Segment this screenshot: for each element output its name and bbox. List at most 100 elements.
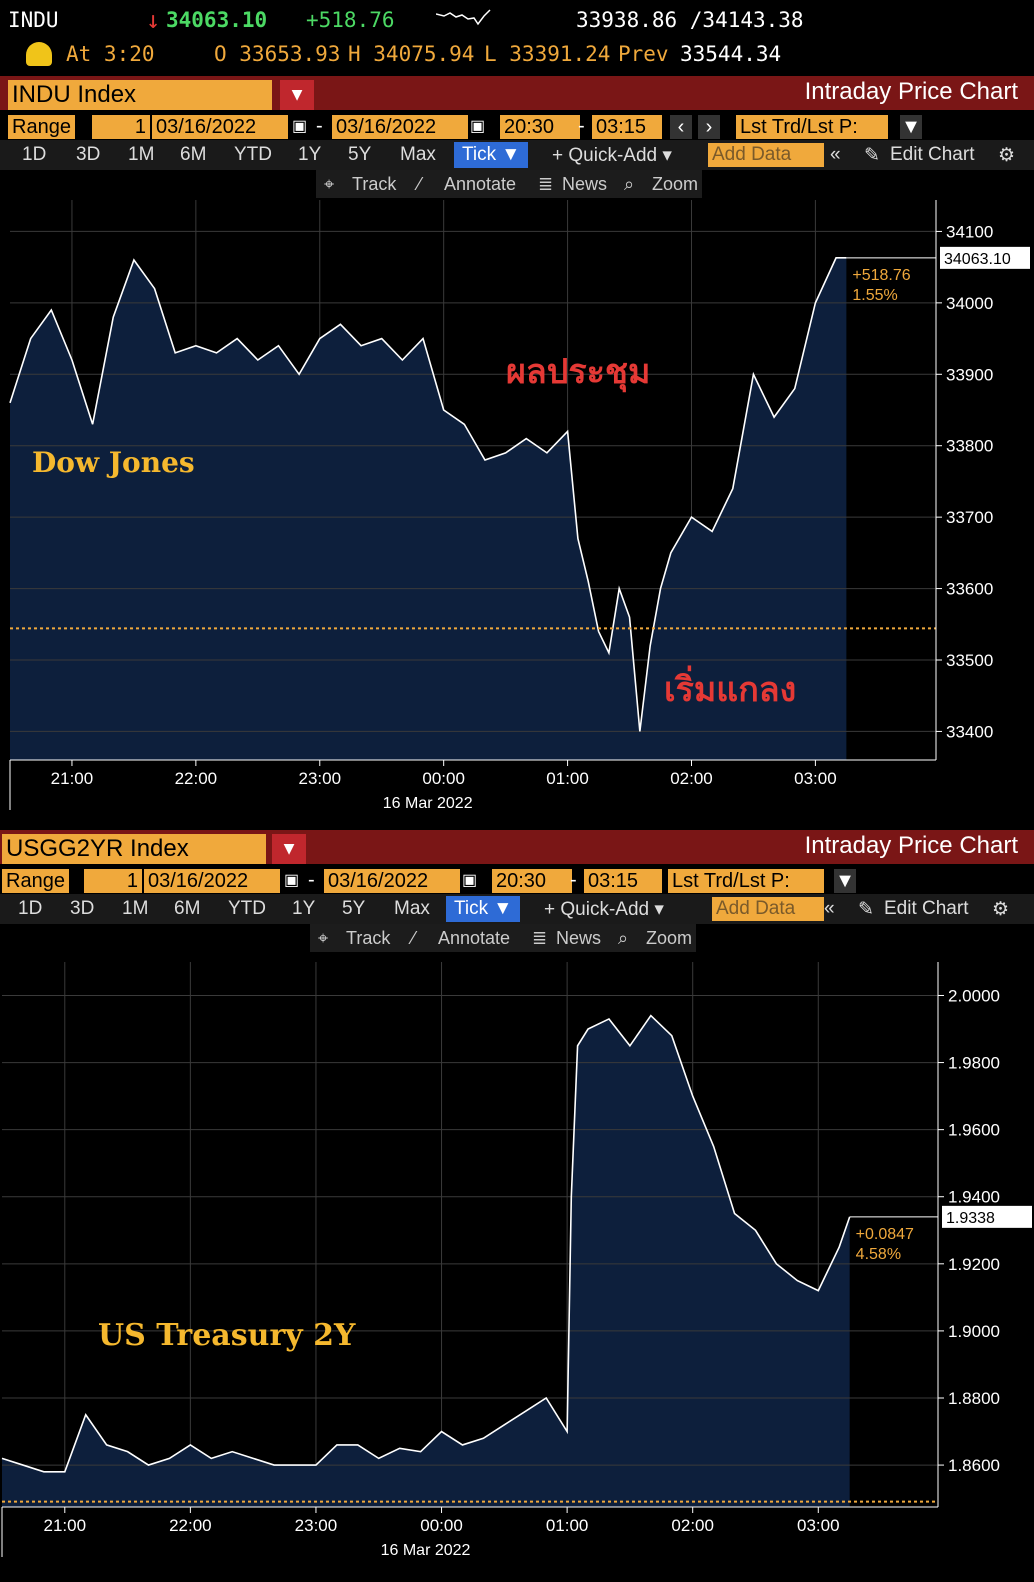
time-from-field[interactable]: 20:30 <box>492 869 572 893</box>
ticker-dropdown-icon[interactable]: ▼ <box>280 80 314 110</box>
edit-chart-button[interactable]: Edit Chart <box>884 898 969 919</box>
chart-panel-usgg2yr: USGG2YR Index ▼ Intraday Price Chart Ran… <box>0 830 1034 1582</box>
annotate-button[interactable]: Annotate <box>444 174 517 194</box>
mode-dropdown-icon[interactable]: ▼ <box>900 115 922 139</box>
tab-1y[interactable]: 1Y <box>292 898 316 919</box>
tab-1y[interactable]: 1Y <box>298 144 322 165</box>
y-tick-label: 34100 <box>946 222 993 241</box>
header-last-price: 34063.10 <box>166 8 268 32</box>
change-label: +0.0847 <box>856 1226 914 1243</box>
quick-add-button[interactable]: + Quick-Add ▾ <box>552 145 672 166</box>
news-button[interactable]: News <box>556 928 602 948</box>
next-range-button[interactable]: › <box>698 115 720 139</box>
range-num-field[interactable]: 1 <box>84 869 142 893</box>
range-separator: - <box>308 869 315 891</box>
header-open: O 33653.93 <box>214 42 341 66</box>
add-data-button[interactable]: Add Data <box>708 143 824 167</box>
x-tick-label: 22:00 <box>175 769 218 788</box>
tab-max[interactable]: Max <box>394 898 430 919</box>
tab-1m[interactable]: 1M <box>122 898 149 919</box>
tab-max[interactable]: Max <box>400 144 436 165</box>
header-prev-label: Prev <box>618 42 669 66</box>
period-toolbar: 1D 3D 1M 6M YTD 1Y 5Y Max Tick ▼ + Quick… <box>0 894 1034 924</box>
mode-select[interactable]: Lst Trd/Lst P: <box>736 115 888 139</box>
date-to-field[interactable]: 03/16/2022 <box>324 869 460 893</box>
header-time: At 3:20 <box>66 42 155 66</box>
calendar-icon[interactable]: ▣ <box>462 872 478 889</box>
ticker-box[interactable]: INDU Index <box>8 80 272 110</box>
x-date-label: 16 Mar 2022 <box>383 795 473 812</box>
calendar-icon[interactable]: ▣ <box>292 118 308 135</box>
time-to-field[interactable]: 03:15 <box>584 869 662 893</box>
gauge-icon <box>26 42 52 66</box>
header-high: H 34075.94 <box>348 42 475 66</box>
quick-add-button[interactable]: + Quick-Add ▾ <box>544 899 664 920</box>
x-tick-label: 03:00 <box>794 769 837 788</box>
range-label: Range <box>8 115 75 139</box>
range-num-field[interactable]: 1 <box>92 115 150 139</box>
y-tick-label: 1.9800 <box>948 1054 1000 1073</box>
prev-range-button[interactable]: ‹ <box>670 115 692 139</box>
tab-ytd[interactable]: YTD <box>228 898 266 919</box>
calendar-icon[interactable]: ▣ <box>284 872 300 889</box>
zoom-button[interactable]: Zoom <box>652 174 699 194</box>
news-button[interactable]: News <box>562 174 608 194</box>
date-from-field[interactable]: 03/16/2022 <box>144 869 280 893</box>
y-tick-label: 33700 <box>946 508 993 527</box>
x-date-label: 16 Mar 2022 <box>381 1542 471 1559</box>
pencil-icon: ✎ <box>864 145 880 166</box>
time-from-field[interactable]: 20:30 <box>500 115 580 139</box>
event-label: ผลประชุม <box>506 352 651 392</box>
tick-dropdown[interactable]: Tick ▼ <box>454 142 529 168</box>
collapse-icon[interactable]: « <box>824 898 835 919</box>
x-tick-label: 21:00 <box>51 769 94 788</box>
tab-1d[interactable]: 1D <box>22 144 47 165</box>
tab-3d[interactable]: 3D <box>70 898 95 919</box>
last-value-label: 1.9338 <box>946 1210 995 1227</box>
tab-5y[interactable]: 5Y <box>348 144 372 165</box>
date-to-field[interactable]: 03/16/2022 <box>332 115 468 139</box>
price-line <box>9 257 847 732</box>
tab-5y[interactable]: 5Y <box>342 898 366 919</box>
track-icon: ⌖ <box>318 928 329 948</box>
gear-icon[interactable]: ⚙ <box>992 899 1010 920</box>
x-tick-label: 21:00 <box>44 1516 87 1535</box>
calendar-icon[interactable]: ▣ <box>470 118 486 135</box>
tab-ytd[interactable]: YTD <box>234 144 272 165</box>
x-tick-label: 23:00 <box>298 769 341 788</box>
mode-select[interactable]: Lst Trd/Lst P: <box>668 869 824 893</box>
date-from-field[interactable]: 03/16/2022 <box>152 115 288 139</box>
time-to-field[interactable]: 03:15 <box>592 115 662 139</box>
tab-6m[interactable]: 6M <box>174 898 201 919</box>
tab-6m[interactable]: 6M <box>180 144 207 165</box>
tab-1d[interactable]: 1D <box>18 898 43 919</box>
zoom-button[interactable]: Zoom <box>646 928 693 948</box>
quote-header: INDU ↓ 34063.10 +518.76 33938.86 /34143.… <box>0 0 1034 70</box>
price-chart-usgg2yr[interactable]: 2.0000 1.9800 1.9600 1.9400 1.9200 1.9000 1.88… <box>0 952 1034 1582</box>
last-value-tag <box>942 1205 1032 1228</box>
zoom-icon: ⌕ <box>624 174 635 194</box>
tab-3d[interactable]: 3D <box>76 144 101 165</box>
panel-title-bar: USGG2YR Index ▼ Intraday Price Chart <box>0 830 1034 864</box>
mode-dropdown-icon[interactable]: ▼ <box>834 869 856 893</box>
track-icon: ⌖ <box>324 174 335 194</box>
track-button[interactable]: Track <box>352 174 397 194</box>
edit-chart-button[interactable]: Edit Chart <box>890 144 975 165</box>
tab-1m[interactable]: 1M <box>128 144 155 165</box>
y-tick-label: 1.8800 <box>948 1389 1000 1408</box>
gear-icon[interactable]: ⚙ <box>998 145 1016 166</box>
track-button[interactable]: Track <box>346 928 391 948</box>
y-tick-label: 2.0000 <box>948 986 1000 1005</box>
annotate-button[interactable]: Annotate <box>438 928 511 948</box>
y-tick-label: 33600 <box>946 580 993 599</box>
tick-dropdown[interactable]: Tick ▼ <box>446 896 521 922</box>
price-chart-indu[interactable]: 34100 34000 33900 33800 33700 33600 33500 33400… <box>0 200 1034 820</box>
add-data-button[interactable]: Add Data <box>712 897 824 921</box>
ticker-box[interactable]: USGG2YR Index <box>2 834 266 864</box>
ticker-dropdown-icon[interactable]: ▼ <box>272 834 306 864</box>
collapse-icon[interactable]: « <box>830 144 841 165</box>
y-tick-label: 33800 <box>946 437 993 456</box>
pct-change-label: 1.55% <box>852 287 897 304</box>
time-separator: - <box>570 869 577 891</box>
down-arrow-icon: ↓ <box>146 6 161 34</box>
